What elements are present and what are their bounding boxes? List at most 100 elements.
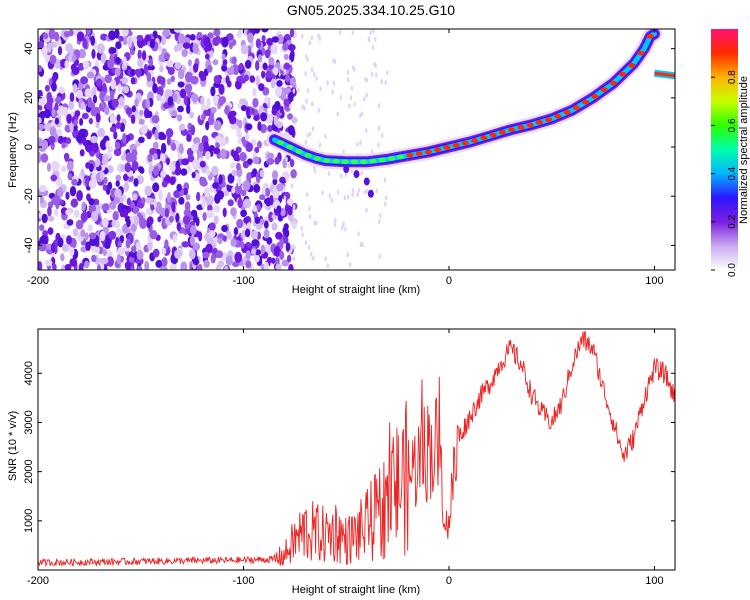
- ridge-core: [304, 153, 312, 158]
- colorbar-tick-label: 0.2: [727, 214, 738, 228]
- noise-blob: [347, 77, 350, 83]
- noise-blob: [257, 121, 262, 131]
- noise-blob: [95, 246, 100, 254]
- noise-blob: [167, 66, 175, 76]
- noise-blob: [113, 131, 118, 140]
- noise-blob: [361, 242, 364, 248]
- noise-blob: [137, 49, 142, 60]
- noise-blob: [100, 53, 107, 64]
- noise-blob: [69, 92, 75, 102]
- noise-blob: [174, 249, 182, 259]
- ridge-core: [276, 140, 285, 146]
- noise-blob: [99, 103, 104, 112]
- spectrogram-x-label: Height of straight line (km): [292, 284, 420, 296]
- noise-blob: [257, 140, 262, 149]
- noise-blob: [173, 190, 180, 198]
- noise-blob: [207, 204, 213, 212]
- noise-blob: [75, 219, 84, 230]
- noise-blob: [166, 135, 171, 146]
- noise-blob: [162, 29, 170, 37]
- noise-blob: [218, 83, 225, 95]
- noise-blob: [161, 247, 167, 255]
- noise-blob: [349, 95, 353, 100]
- noise-blob: [258, 83, 265, 92]
- noise-blob: [276, 34, 284, 45]
- noise-blob: [271, 108, 277, 116]
- noise-blob: [313, 168, 317, 174]
- noise-blob: [165, 128, 174, 138]
- noise-blob: [123, 173, 129, 182]
- noise-blob: [244, 228, 251, 238]
- noise-blob: [110, 90, 115, 100]
- noise-blob: [104, 106, 110, 115]
- noise-blob: [245, 142, 253, 153]
- noise-blob: [266, 158, 274, 165]
- noise-blob: [303, 105, 306, 111]
- noise-blob: [308, 214, 312, 220]
- noise-blob: [213, 205, 221, 213]
- noise-blob: [191, 171, 196, 179]
- ridge-core: [646, 34, 654, 39]
- noise-blob: [215, 250, 223, 259]
- noise-blob: [111, 47, 117, 54]
- noise-blob: [342, 221, 345, 227]
- noise-blob: [166, 89, 173, 97]
- noise-blob: [38, 185, 47, 193]
- noise-blob: [39, 224, 45, 231]
- noise-blob: [227, 173, 235, 184]
- noise-blob: [109, 201, 117, 210]
- noise-blob: [255, 60, 260, 71]
- noise-blob: [181, 158, 190, 166]
- noise-blob: [380, 79, 383, 85]
- noise-blob: [76, 89, 83, 99]
- noise-blob: [276, 183, 284, 192]
- noise-blob: [130, 68, 136, 77]
- noise-blob: [349, 262, 352, 268]
- noise-blob: [184, 201, 191, 212]
- noise-blob: [212, 95, 220, 104]
- noise-blob: [38, 152, 42, 163]
- noise-blob: [152, 141, 159, 149]
- noise-blob: [68, 29, 74, 37]
- noise-blob: [146, 110, 153, 119]
- noise-blob: [328, 193, 331, 199]
- noise-blob: [192, 159, 200, 170]
- x-tick-label: -100: [232, 275, 254, 287]
- noise-blob: [291, 116, 298, 124]
- noise-blob: [64, 60, 69, 69]
- noise-blob: [319, 86, 322, 92]
- noise-blob: [81, 112, 89, 120]
- noise-blob: [317, 107, 321, 113]
- noise-blob: [66, 235, 72, 245]
- noise-blob: [209, 111, 214, 119]
- noise-blob: [87, 224, 93, 232]
- noise-blob: [137, 58, 144, 68]
- noise-blob: [42, 32, 49, 40]
- noise-blob: [266, 152, 275, 159]
- noise-blob: [271, 36, 279, 43]
- noise-blob: [190, 225, 197, 236]
- noise-blob: [246, 221, 251, 231]
- noise-blob: [80, 229, 86, 238]
- noise-blob: [167, 192, 171, 203]
- noise-blob: [89, 236, 97, 247]
- noise-blob: [308, 40, 311, 46]
- noise-blob: [244, 132, 250, 141]
- colorbar-label: Normalized spectral amplitude: [738, 76, 750, 224]
- noise-blob: [122, 85, 130, 94]
- noise-blob: [94, 158, 101, 168]
- noise-blob: [158, 189, 163, 201]
- noise-blob: [384, 201, 387, 207]
- noise-blob: [222, 207, 227, 218]
- noise-blob: [309, 131, 312, 137]
- noise-blob: [53, 195, 61, 205]
- noise-blob: [91, 254, 97, 263]
- ridge-core: [424, 149, 432, 155]
- noise-blob: [38, 123, 44, 131]
- noise-blob: [189, 111, 194, 119]
- x-tick-label: -200: [27, 575, 49, 587]
- y-tick-label: 3000: [23, 410, 35, 434]
- noise-blob: [273, 67, 279, 76]
- noise-blob: [180, 261, 188, 270]
- noise-blob: [103, 95, 112, 102]
